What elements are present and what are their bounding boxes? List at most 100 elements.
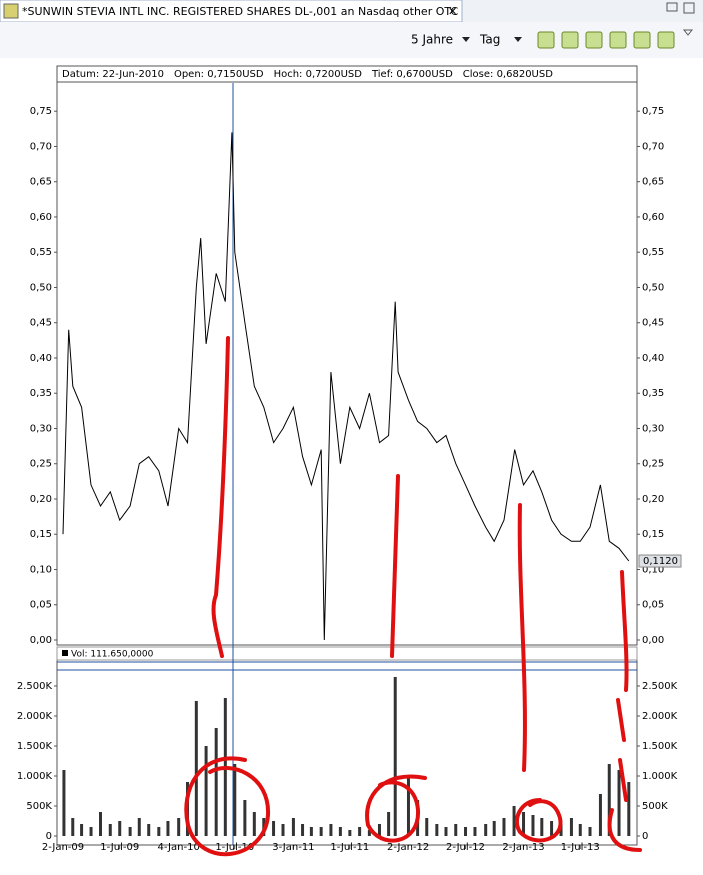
volume-bar [607, 763, 611, 836]
volume-bar [588, 826, 592, 836]
tool-button[interactable] [561, 31, 579, 49]
y-tick-label-right: 0,10 [642, 564, 664, 575]
y-tick-label-right: 1.500K [642, 741, 678, 752]
volume-bar [89, 826, 93, 836]
tool-button[interactable] [609, 31, 627, 49]
volume-bar [62, 769, 66, 836]
volume-bar [367, 829, 371, 836]
volume-bar [301, 823, 305, 836]
tool-button[interactable] [633, 31, 651, 49]
annotation-scribble [607, 570, 642, 852]
annotation-circle [365, 774, 427, 843]
y-tick-label-right: 500K [642, 801, 668, 812]
volume-bar [71, 817, 75, 836]
volume-bar [377, 823, 381, 836]
info-field: Close: 0,6820USD [463, 69, 553, 80]
y-tick-label-right: 0,70 [642, 141, 664, 152]
volume-bar [291, 817, 295, 836]
volume-bar [309, 826, 313, 836]
volume-bar [338, 826, 342, 836]
y-tick-label: 0,05 [30, 600, 52, 611]
volume-legend-swatch [62, 650, 68, 656]
y-tick-label: 2.000K [17, 711, 53, 722]
dropdown-arrow[interactable] [514, 37, 522, 42]
minimize-button[interactable] [666, 2, 678, 12]
volume-bar [319, 826, 323, 836]
volume-bar [492, 820, 496, 836]
tab-close[interactable]: ✕ [448, 5, 457, 18]
tab-icon [3, 3, 19, 19]
y-tick-label-right: 0,45 [642, 318, 664, 329]
volume-bar [512, 805, 516, 836]
volume-bar [281, 823, 285, 836]
volume-bar [118, 820, 122, 836]
y-tick-label-right: 0,60 [642, 212, 664, 223]
volume-bar [204, 745, 208, 836]
volume-bar [406, 775, 410, 836]
price-line [62, 132, 630, 641]
volume-bar [358, 826, 362, 836]
toolbar-buttons [537, 29, 694, 49]
volume-bar [387, 811, 391, 836]
volume-bar [272, 820, 276, 836]
x-tick-label: 3-Jan-11 [272, 842, 314, 853]
interval-dropdown[interactable]: Tag [479, 33, 500, 47]
y-tick-label-right: 0,65 [642, 177, 664, 188]
tool-button[interactable] [537, 31, 555, 49]
y-tick-label-right: 0,15 [642, 529, 664, 540]
y-tick-label: 0,50 [30, 282, 52, 293]
annotations [184, 336, 642, 857]
period-dropdown[interactable]: 5 Jahre [411, 33, 453, 47]
price-panel [56, 65, 638, 646]
volume-bar [243, 799, 247, 836]
volume-panel [56, 646, 638, 846]
volume-bar [348, 829, 352, 836]
y-tick-label-right: 0,75 [642, 106, 664, 117]
y-tick-label: 0 [46, 831, 52, 842]
annotation-circle [184, 756, 271, 857]
annotation-line [390, 474, 400, 658]
y-tick-label-right: 0 [642, 831, 648, 842]
volume-bar [484, 823, 488, 836]
annotation-line [211, 336, 230, 658]
y-tick-label-right: 0,25 [642, 459, 664, 470]
maximize-button[interactable] [683, 2, 695, 14]
dropdown-arrow[interactable] [462, 37, 470, 42]
annotation-line [517, 503, 527, 772]
volume-bar [502, 817, 506, 836]
tool-button[interactable] [585, 31, 603, 49]
y-tick-label: 0,65 [30, 177, 52, 188]
tool-button[interactable] [657, 31, 675, 49]
info-bar [56, 65, 638, 83]
volume-bar [137, 817, 141, 836]
volume-bar [550, 820, 554, 836]
volume-bar [166, 820, 170, 836]
volume-title: Vol: 111.650,0000 [71, 650, 154, 660]
view-menu[interactable] [682, 29, 694, 36]
y-tick-label: 0,70 [30, 141, 52, 152]
volume-bar [473, 826, 477, 836]
volume-bar [531, 814, 535, 836]
x-tick-label: 1-Jul-13 [561, 842, 600, 853]
x-tick-label: 4-Jan-10 [158, 842, 200, 853]
y-tick-label-right: 0,20 [642, 494, 664, 505]
volume-bar [252, 811, 256, 836]
volume-bar [128, 826, 132, 836]
y-tick-label: 1.000K [17, 771, 53, 782]
y-tick-label: 500K [26, 801, 52, 812]
volume-bar [233, 763, 237, 836]
x-tick-label: 1-Jul-09 [100, 842, 139, 853]
volume-bar [617, 769, 621, 836]
last-price-marker [638, 554, 682, 568]
annotation-circle [514, 798, 563, 843]
y-tick-label: 2.500K [17, 681, 53, 692]
volume-bar [157, 826, 161, 836]
volume-bar [522, 811, 526, 836]
y-tick-label: 0,40 [30, 353, 52, 364]
info-field: Open: 0,7150USD [174, 69, 264, 80]
y-tick-label: 0,75 [30, 106, 52, 117]
volume-bar [177, 817, 181, 836]
volume-bar [569, 817, 573, 836]
volume-bar [444, 826, 448, 836]
